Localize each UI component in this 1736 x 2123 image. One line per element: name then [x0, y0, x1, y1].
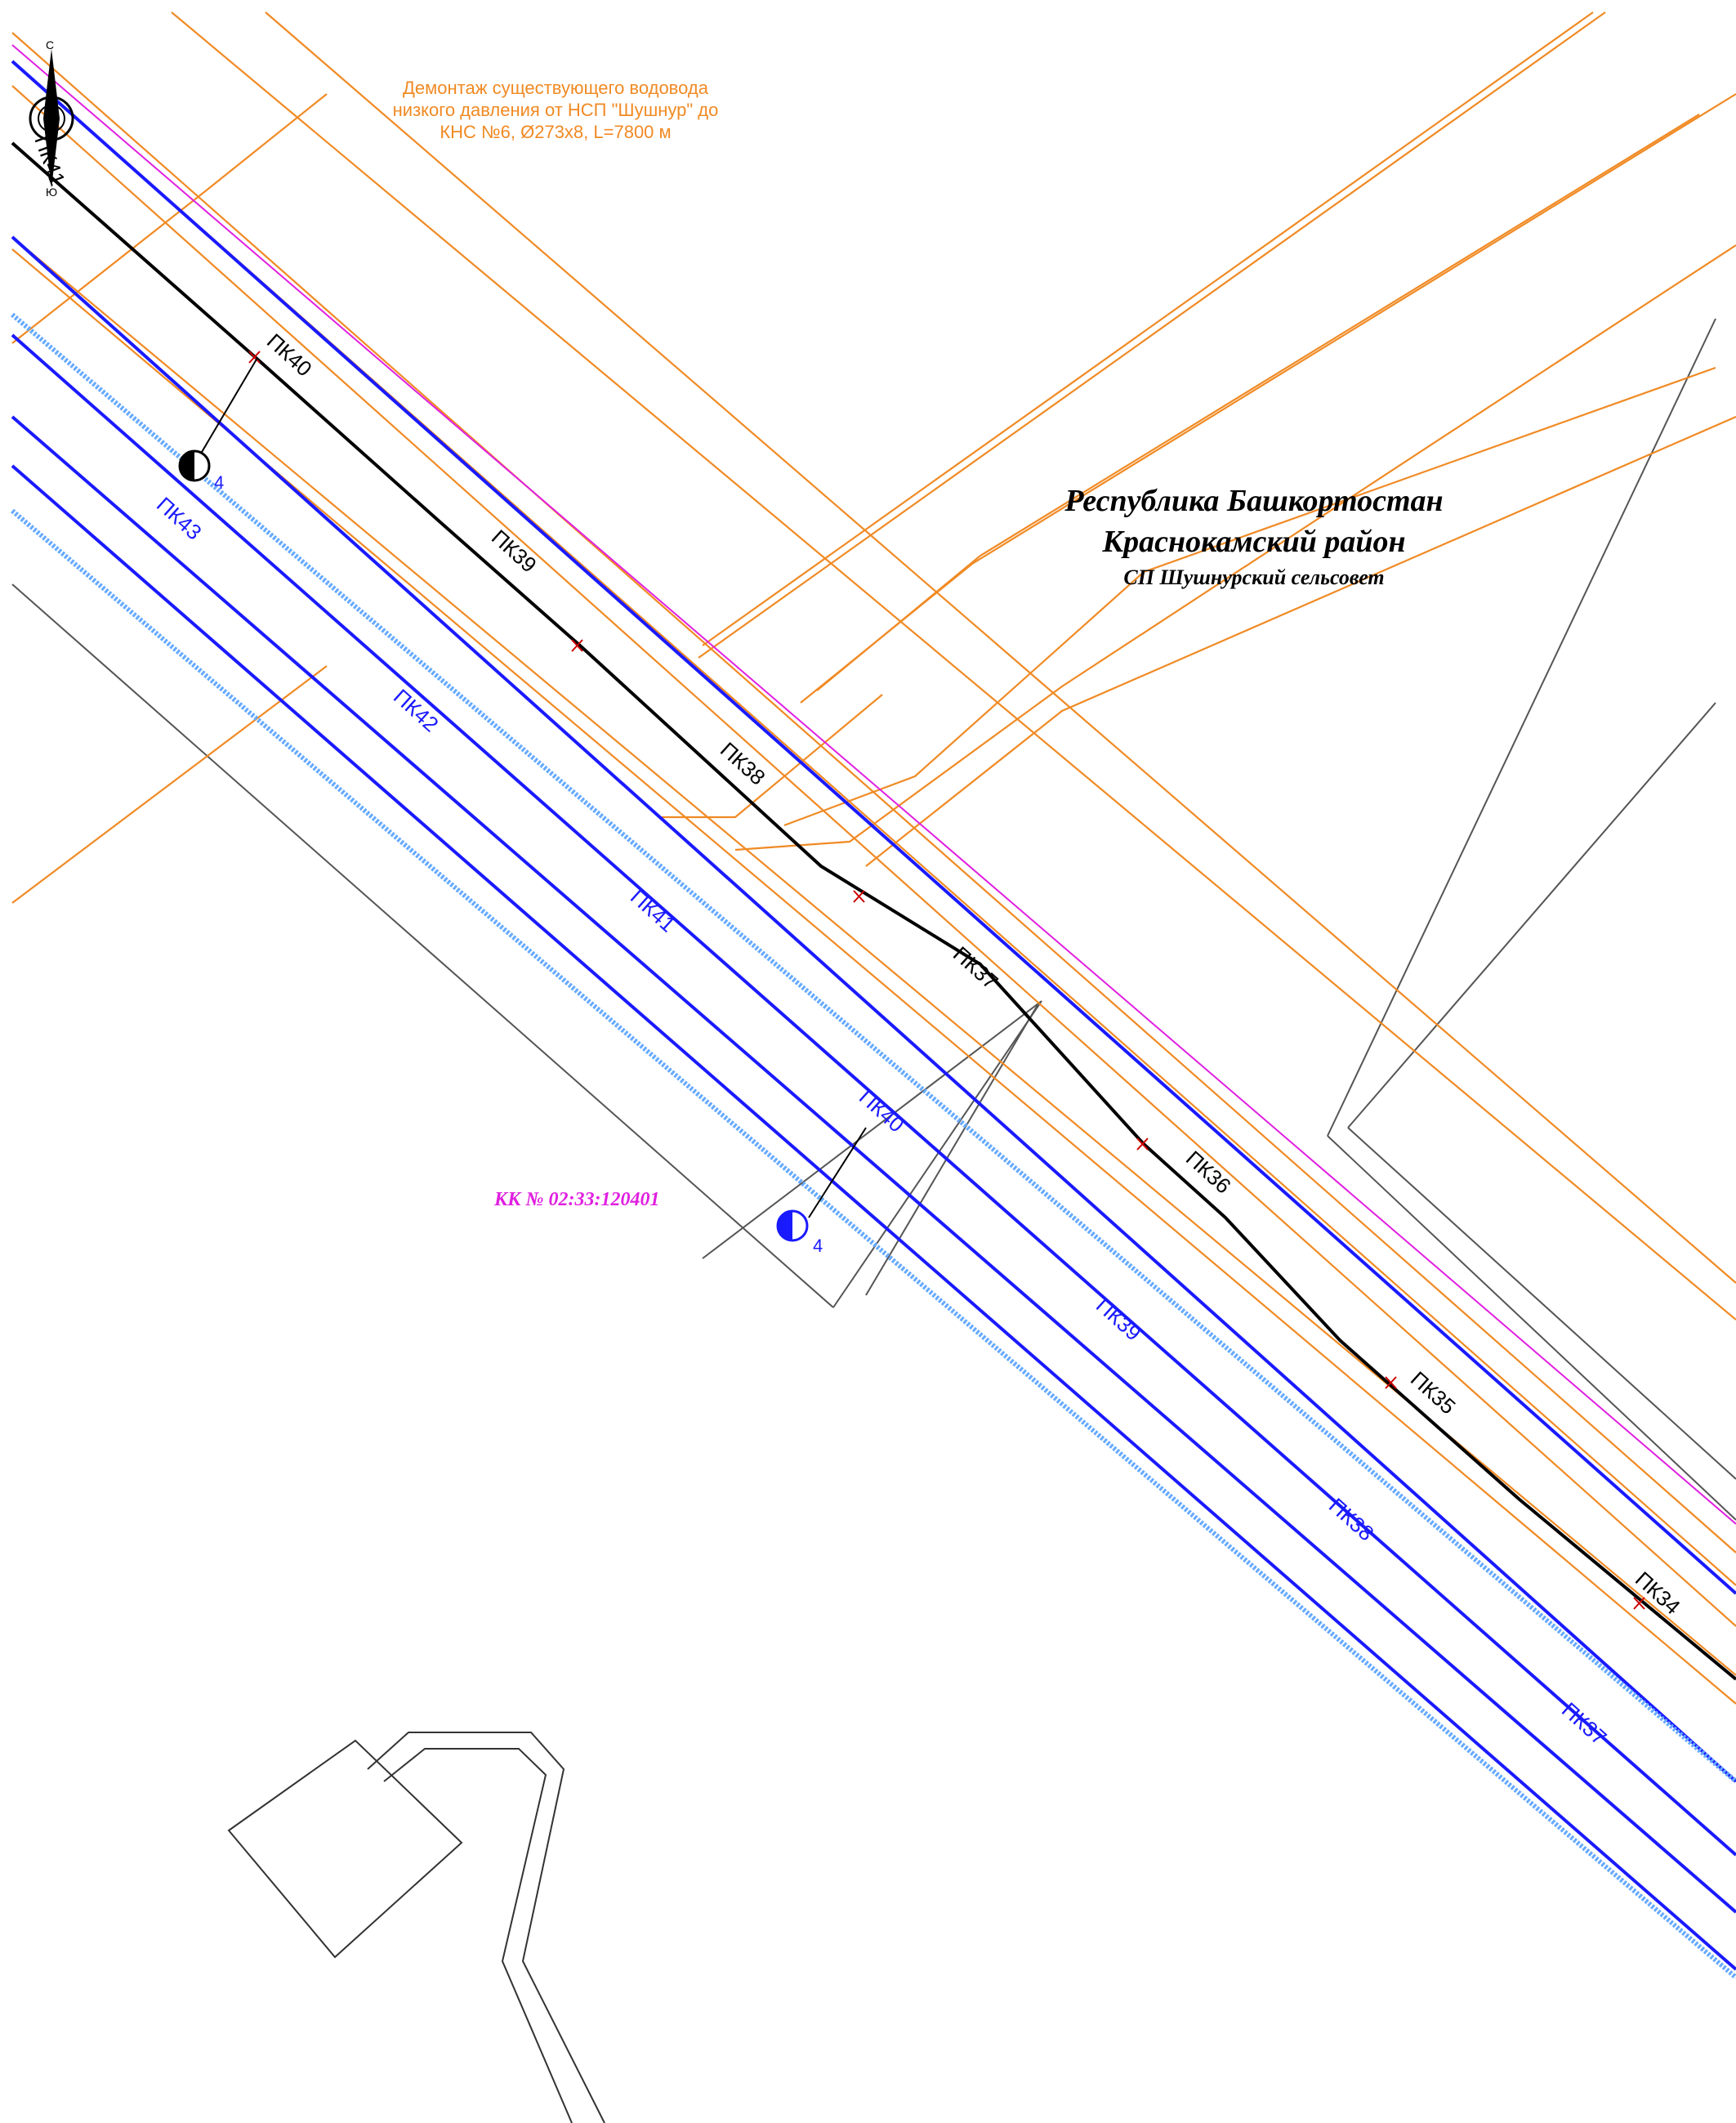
- blue-picket-pk41: ПК41: [626, 884, 681, 936]
- blue-picket-labels: ПК43 ПК42 ПК41 ПК40 ПК39 ПК38 ПК37: [152, 492, 1612, 1750]
- black-route-line: [11, 141, 1736, 1681]
- well-symbol-1: 4: [178, 449, 224, 493]
- hatched-protection-zones: [11, 312, 1736, 1980]
- region-title-line3: СП Шушнурский сельсовет: [1123, 565, 1384, 589]
- north-arrow-top-label: С: [46, 38, 54, 51]
- land-parcel-outlines: [11, 318, 1736, 1521]
- black-picket-pk38: ПК38: [716, 737, 770, 789]
- well-label-1: 4: [214, 472, 224, 493]
- black-route-picket-markers: [248, 351, 1645, 1610]
- blue-picket-pk40: ПК40: [855, 1084, 909, 1137]
- blue-picket-pk39: ПК39: [1091, 1293, 1146, 1345]
- building-outline: [227, 1732, 605, 2123]
- leader-lines: [195, 357, 867, 1218]
- demolition-note-line1: Демонтаж существующего водовода: [403, 78, 709, 98]
- existing-utility-lines: [11, 11, 1736, 1705]
- demolition-note-line3: КНС №6, Ø273х8, L=7800 м: [440, 122, 671, 142]
- region-title-line1: Республика Башкортостан: [1064, 484, 1443, 518]
- black-picket-pk40: ПК40: [262, 329, 317, 381]
- north-arrow: С Ю: [29, 38, 74, 199]
- project-pipelines: [11, 60, 1736, 1971]
- black-picket-pk35: ПК35: [1406, 1366, 1461, 1419]
- demolition-note: Демонтаж существующего водовода низкого …: [393, 78, 719, 142]
- north-arrow-bottom-label: Ю: [46, 185, 57, 199]
- well-symbol-2: 4: [776, 1209, 823, 1256]
- demolition-note-line2: низкого давления от НСП "Шушнур" до: [393, 100, 719, 120]
- well-label-2: 4: [813, 1236, 823, 1256]
- cadastral-quarter-label: КК № 02:33:120401: [493, 1189, 660, 1210]
- black-picket-labels: ПК41 ПК40 ПК39 ПК38 ПК37 ПК36 ПК35 ПК34: [29, 132, 1685, 1620]
- boundary-line: [11, 44, 1736, 1525]
- region-title-line2: Краснокамский район: [1101, 525, 1405, 559]
- region-title: Республика Башкортостан Краснокамский ра…: [1064, 484, 1443, 589]
